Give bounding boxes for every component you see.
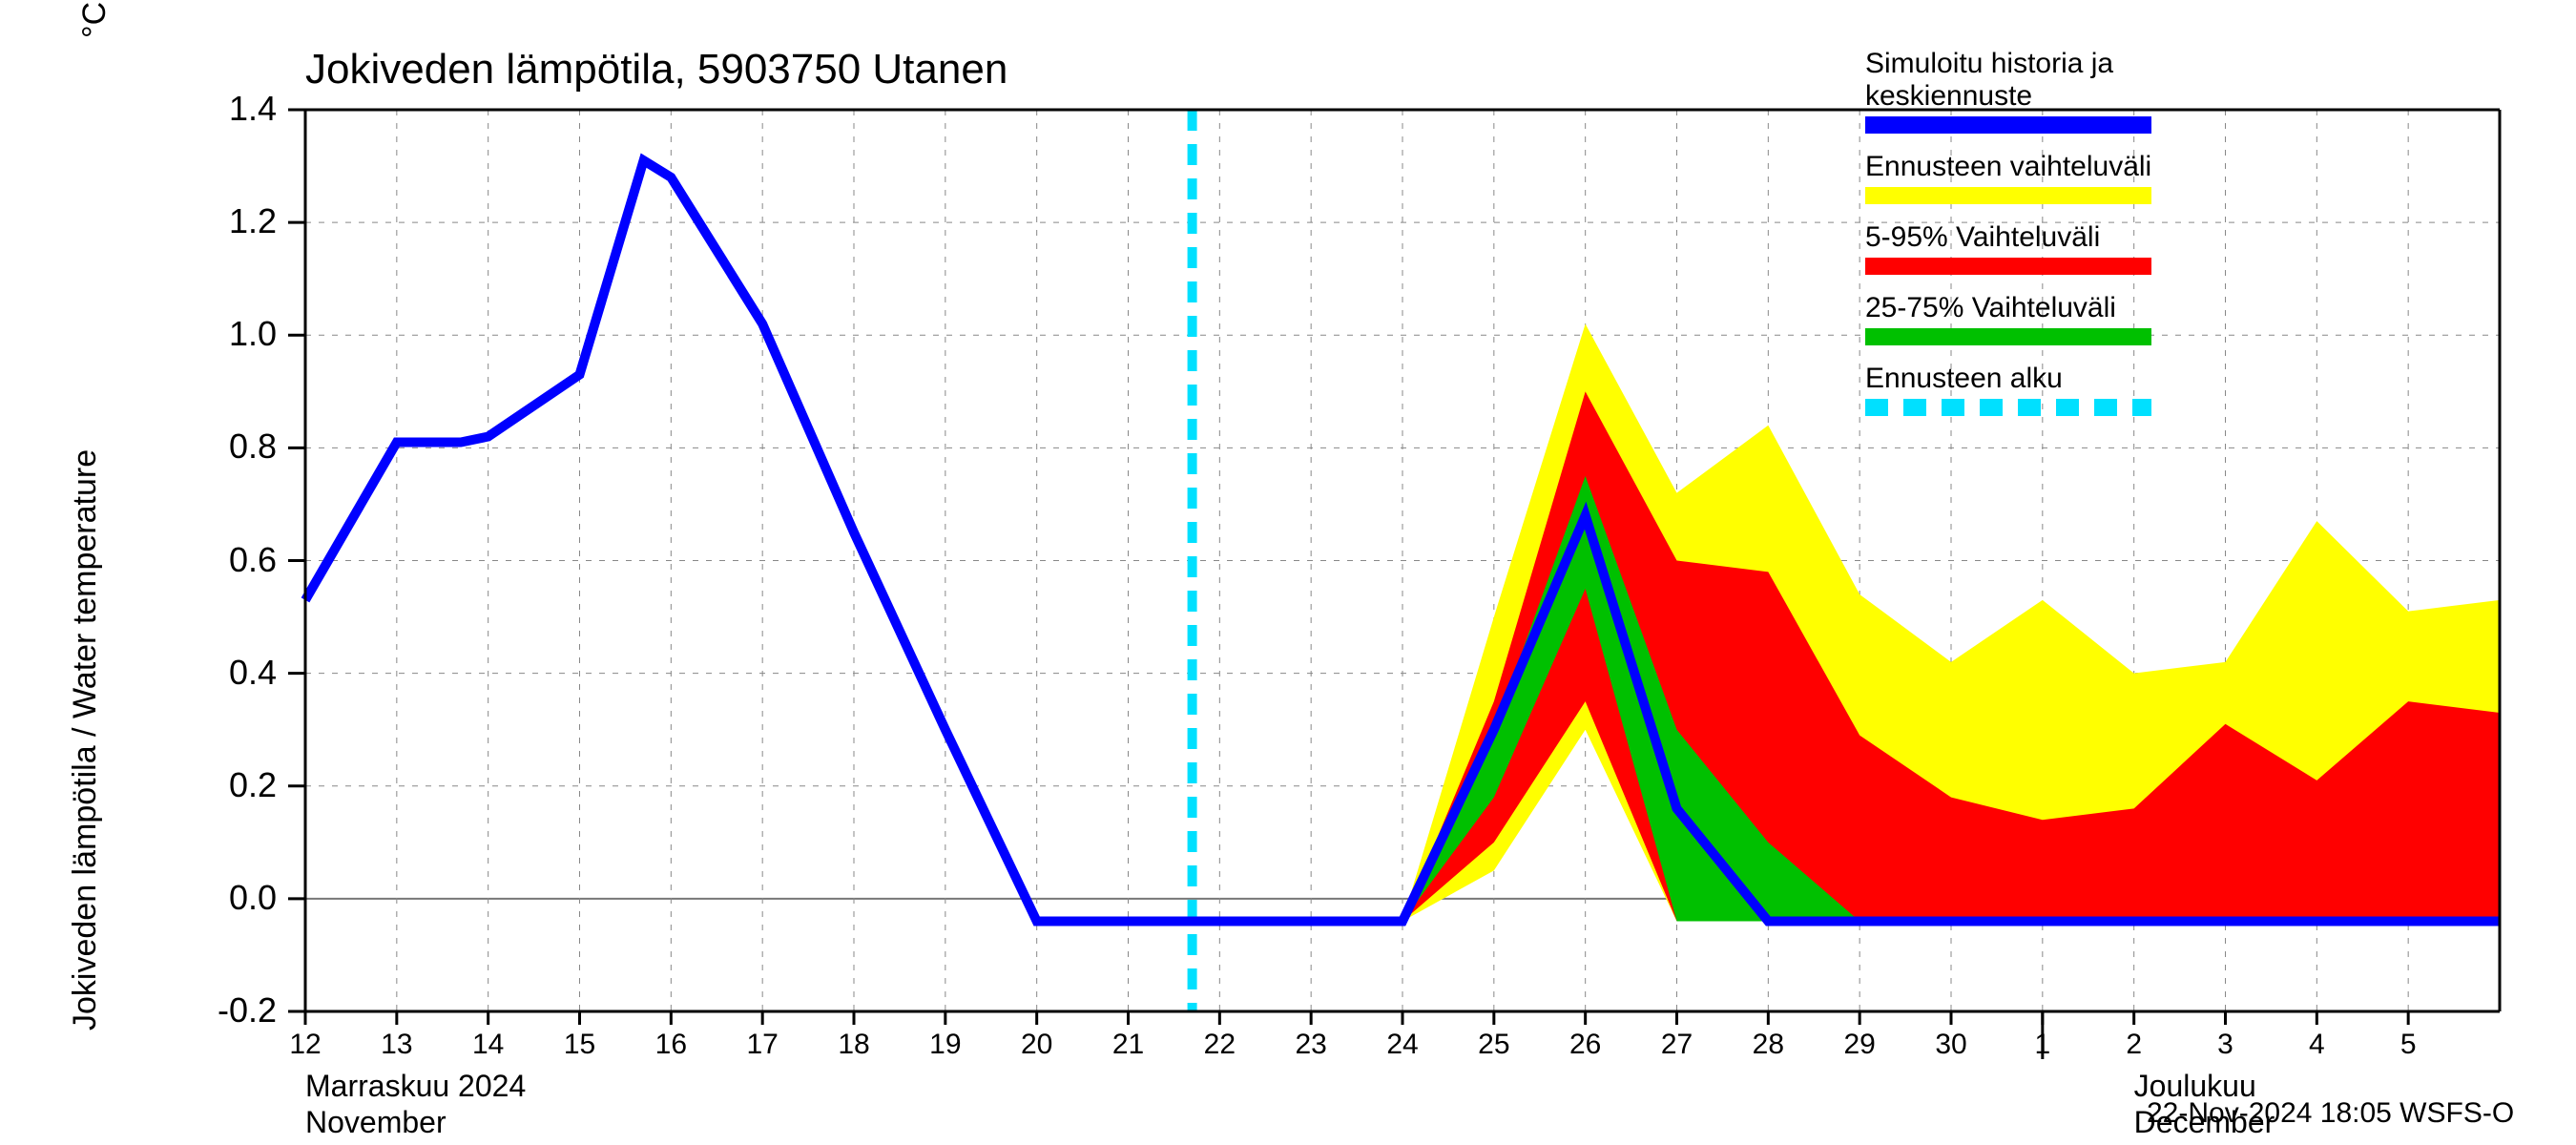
x-tick-label: 19: [907, 1029, 984, 1061]
x-tick-label: 1: [2005, 1029, 2081, 1061]
month-label-left-en: November: [305, 1105, 447, 1140]
x-tick-label: 17: [724, 1029, 800, 1061]
x-tick-label: 5: [2370, 1029, 2446, 1061]
y-tick-label: 0.6: [191, 540, 277, 580]
legend-yellow-label: Ennusteen vaihteluväli: [1865, 151, 2180, 183]
x-tick-label: 4: [2278, 1029, 2355, 1061]
x-tick-label: 30: [1913, 1029, 1989, 1061]
x-tick-label: 28: [1730, 1029, 1806, 1061]
x-tick-label: 20: [999, 1029, 1075, 1061]
x-tick-label: 22: [1181, 1029, 1257, 1061]
y-tick-label: 1.0: [191, 314, 277, 354]
legend-swatch-cyan: [1865, 399, 2151, 416]
x-tick-label: 24: [1364, 1029, 1441, 1061]
legend-green-label: 25-75% Vaihteluväli: [1865, 292, 2180, 324]
legend-forecast-label: Ennusteen alku: [1865, 363, 2180, 395]
legend-swatch-blue: [1865, 116, 2151, 134]
chart-svg: [0, 0, 2576, 1145]
y-tick-label: -0.2: [191, 990, 277, 1030]
x-tick-label: 12: [267, 1029, 343, 1061]
x-tick-label: 14: [450, 1029, 527, 1061]
x-tick-label: 2: [2096, 1029, 2172, 1061]
legend-swatch-red: [1865, 258, 2151, 275]
x-tick-label: 23: [1273, 1029, 1349, 1061]
legend-swatch-yellow: [1865, 187, 2151, 204]
y-tick-label: 1.2: [191, 201, 277, 241]
legend-red-label: 5-95% Vaihteluväli: [1865, 221, 2180, 254]
y-tick-label: 0.8: [191, 427, 277, 467]
x-tick-label: 27: [1639, 1029, 1715, 1061]
x-tick-label: 25: [1456, 1029, 1532, 1061]
timestamp-label: 22-Nov-2024 18:05 WSFS-O: [2147, 1097, 2514, 1130]
chart-container: Jokiveden lämpötila / Water temperature …: [0, 0, 2576, 1145]
legend: Simuloitu historia ja keskiennuste Ennus…: [1865, 48, 2180, 433]
y-tick-label: 1.4: [191, 89, 277, 129]
x-tick-label: 16: [633, 1029, 709, 1061]
x-tick-label: 15: [542, 1029, 618, 1061]
x-tick-label: 18: [816, 1029, 892, 1061]
x-tick-label: 26: [1548, 1029, 1624, 1061]
x-tick-label: 3: [2188, 1029, 2264, 1061]
legend-sim-line1: Simuloitu historia ja: [1865, 48, 2180, 80]
legend-swatch-green: [1865, 328, 2151, 345]
y-tick-label: 0.0: [191, 878, 277, 918]
month-label-left-fi: Marraskuu 2024: [305, 1069, 526, 1104]
x-tick-label: 21: [1091, 1029, 1167, 1061]
x-tick-label: 13: [359, 1029, 435, 1061]
y-tick-label: 0.4: [191, 653, 277, 693]
x-tick-label: 29: [1821, 1029, 1898, 1061]
legend-sim-line2: keskiennuste: [1865, 80, 2180, 113]
y-tick-label: 0.2: [191, 765, 277, 805]
